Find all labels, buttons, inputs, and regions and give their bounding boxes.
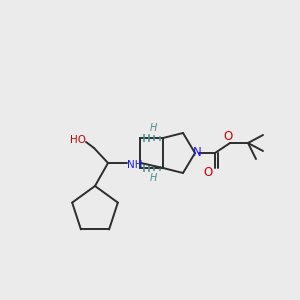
Text: O: O: [203, 166, 213, 178]
Text: H: H: [149, 173, 157, 183]
Text: O: O: [224, 130, 232, 142]
Text: NH: NH: [127, 160, 143, 170]
Text: HO: HO: [70, 135, 86, 145]
Text: H: H: [149, 123, 157, 133]
Text: N: N: [193, 146, 201, 160]
